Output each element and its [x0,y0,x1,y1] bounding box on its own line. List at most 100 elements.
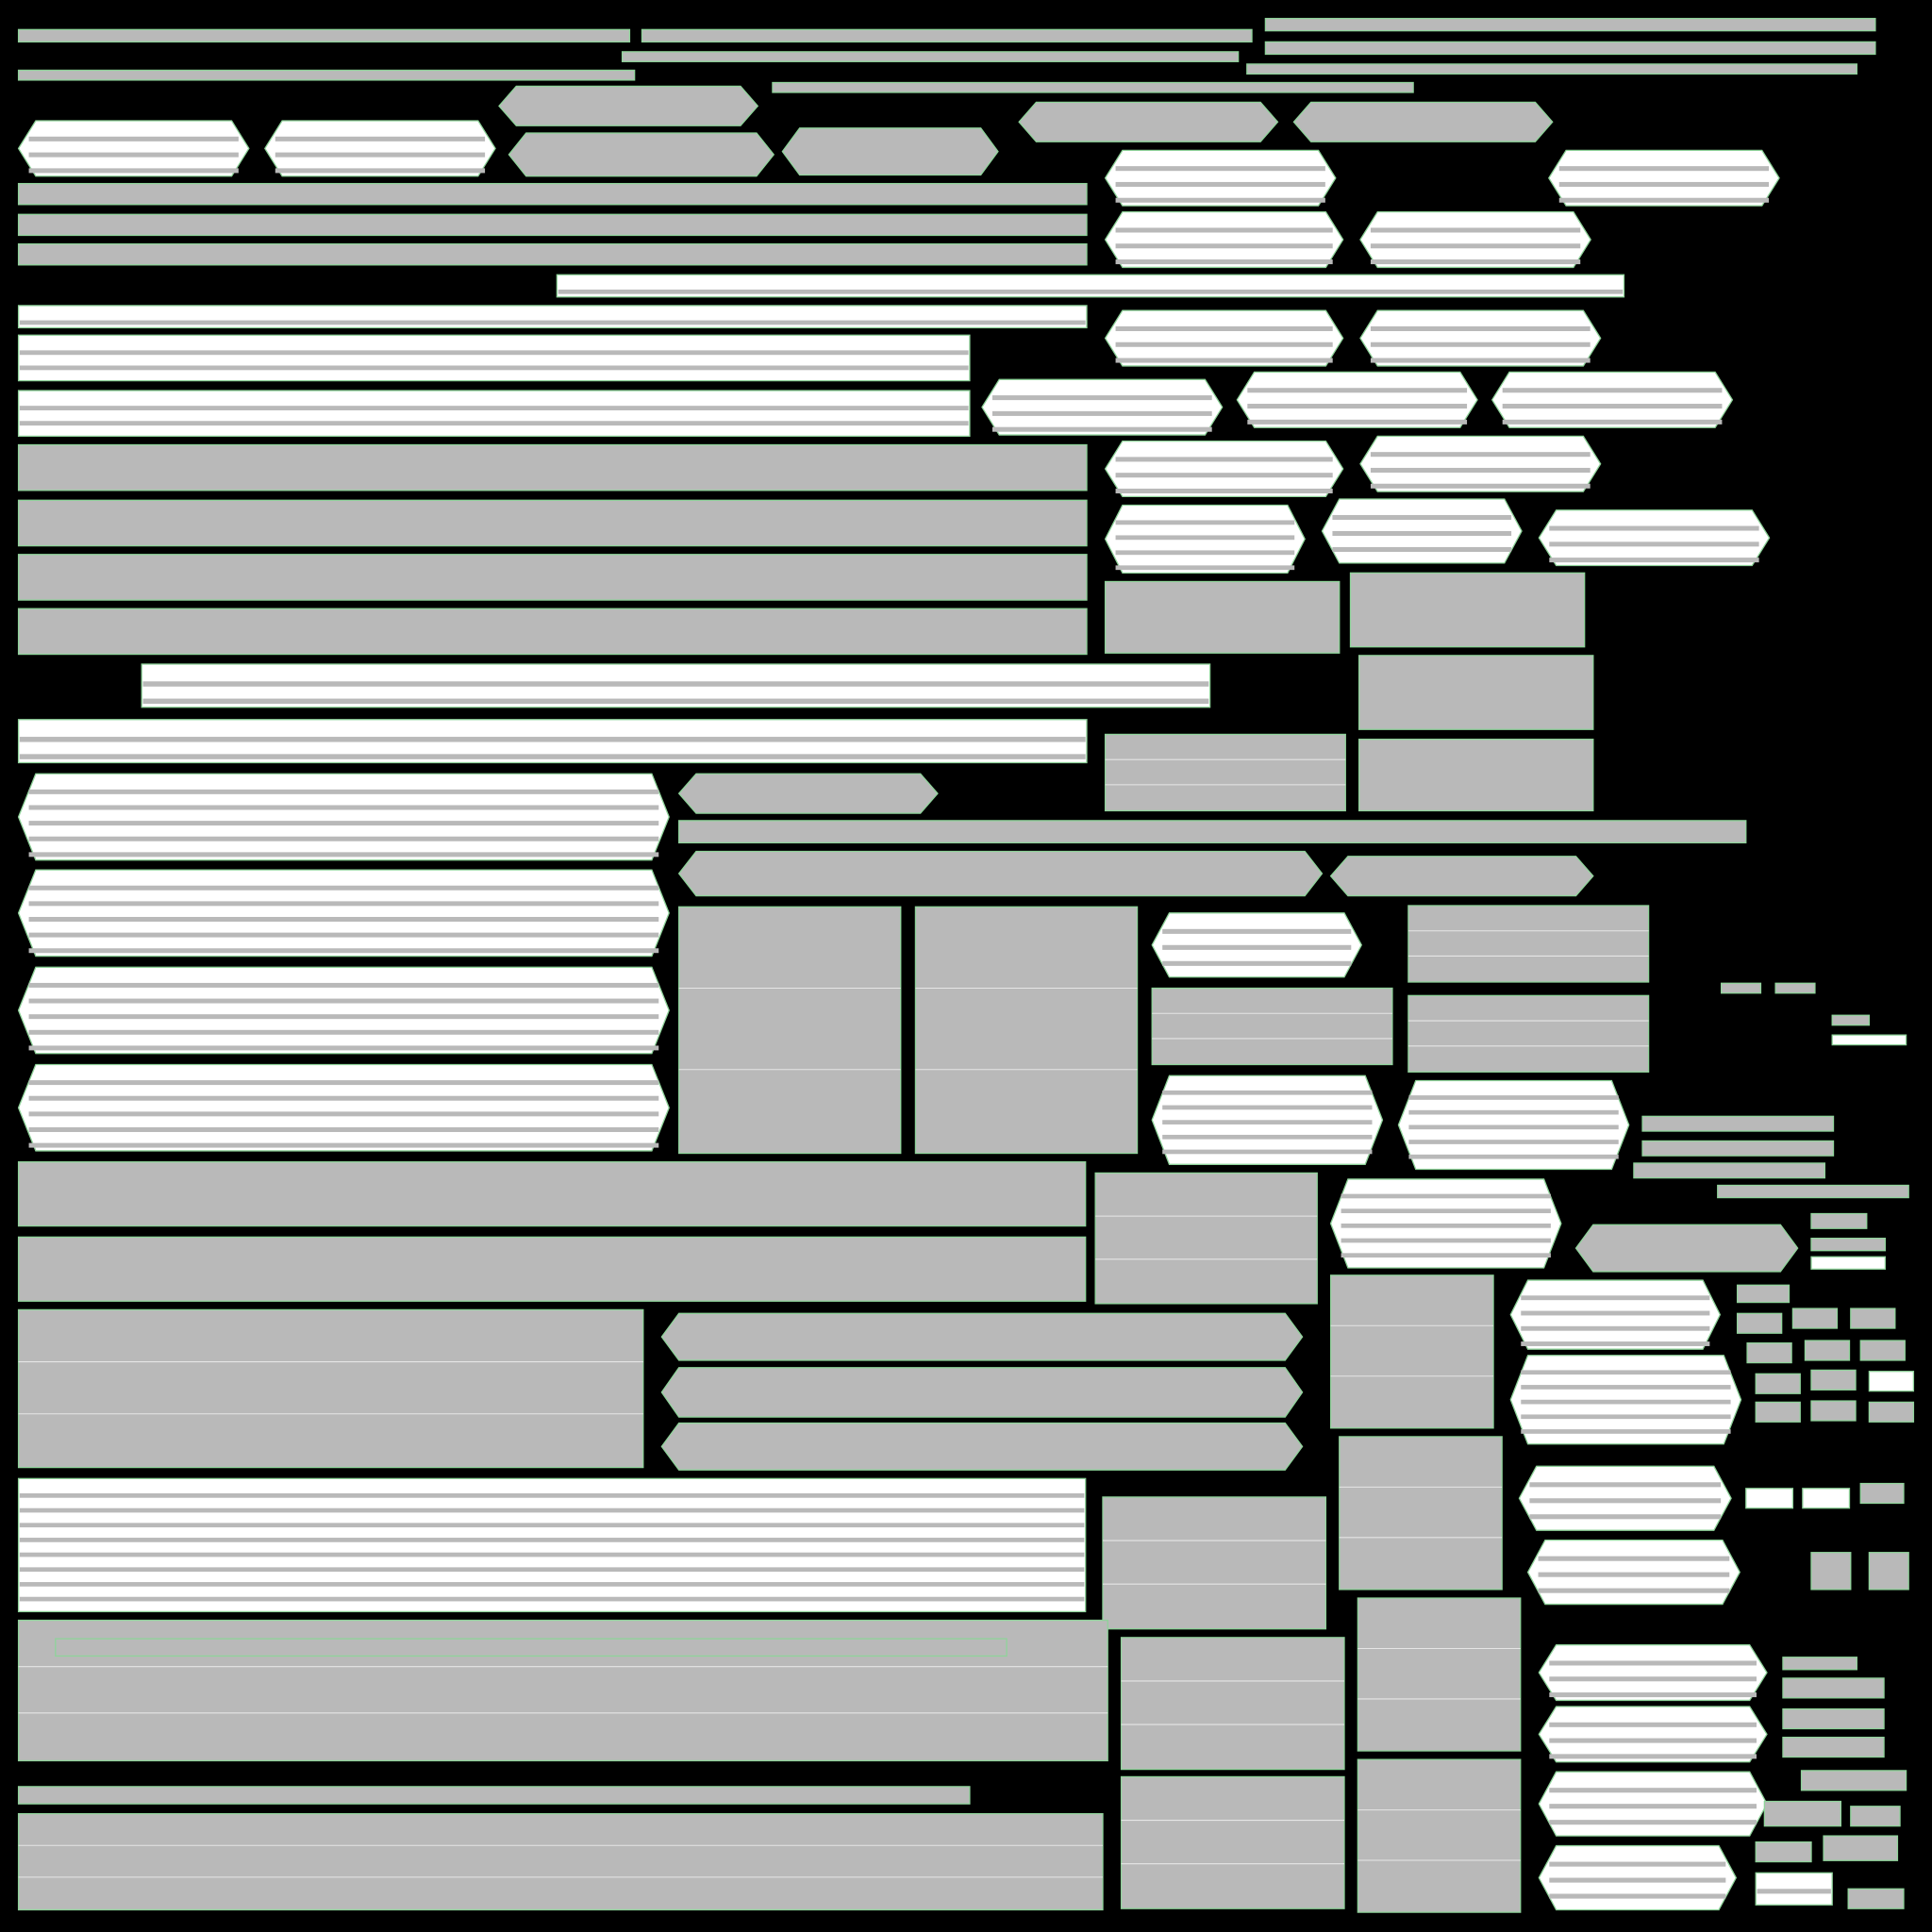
uv-island [1641,1115,1835,1132]
uv-wire-band [1549,558,1759,563]
uv-island [1782,1736,1885,1758]
uv-island [1339,1436,1503,1591]
uv-island [1329,856,1594,897]
uv-island [1868,1371,1915,1392]
uv-wire-band [28,852,659,858]
uv-island [1782,1707,1885,1730]
uv-island [1491,371,1734,428]
uv-island [1538,1844,1738,1911]
uv-island [17,1063,670,1152]
uv-wire-band [1370,467,1591,473]
uv-wire-band [1549,1893,1726,1899]
uv-wire-band [1115,473,1333,478]
uv-wire-band [1341,1223,1551,1228]
uv-island [781,127,999,176]
uv-island [1850,1307,1896,1329]
uv-wire-band [1115,550,1295,556]
uv-island [1802,1488,1851,1509]
uv-wire-band [1521,1399,1731,1405]
uv-wire-band [1521,1429,1731,1434]
uv-island [1292,101,1554,142]
uv-wire-band [275,152,486,158]
uv-wire-band [1521,1370,1731,1375]
uv-island [1102,1496,1327,1630]
uv-wire-band [19,1507,1085,1513]
uv-wire-band [1558,181,1770,187]
uv-island [981,378,1224,436]
uv-island [17,554,1088,601]
uv-wire-band [1558,166,1770,172]
uv-wire-band [1332,546,1512,553]
uv-wire-band [1115,243,1333,249]
uv-wire-band [1162,960,1352,966]
uv-island [264,120,496,177]
uv-wire-band [1757,1889,1831,1894]
uv-island [1755,1840,1812,1863]
uv-wire-band [1549,1877,1726,1883]
uv-island [1755,1373,1801,1394]
uv-wire-band [28,998,659,1004]
uv-island [1736,1284,1790,1304]
uv-island [17,773,670,861]
uv-wire-band [1115,535,1295,541]
uv-wire-band [1408,1124,1619,1130]
uv-island [1850,1806,1901,1827]
uv-island [1407,905,1650,983]
uv-island [1236,371,1478,428]
uv-wire-band [1502,404,1723,409]
uv-wire-band [19,1582,1085,1587]
uv-wire-band [1115,341,1333,347]
uv-island [1868,1401,1915,1423]
uv-wire-band [19,1493,1085,1498]
uv-island [1804,1340,1851,1361]
uv-wire-band [19,1538,1085,1542]
uv-island [1120,1775,1345,1909]
uv-wire-band [28,1111,659,1117]
uv-island [55,1638,1008,1657]
uv-wire-band [1332,514,1512,521]
uv-island [1810,1212,1868,1229]
uv-island [1823,1835,1899,1861]
uv-wire-band [28,885,659,891]
uv-wire-band [1370,483,1591,489]
uv-island [1745,1488,1794,1509]
uv-wire-band [1162,1149,1373,1155]
uv-island [1104,580,1341,654]
uv-island [1357,739,1594,812]
uv-wire-band [1529,1514,1722,1520]
uv-island [1329,1274,1494,1429]
uv-wire-band [1162,1134,1373,1140]
uv-island [1151,987,1393,1066]
uv-island [1264,41,1876,56]
uv-wire-band [1247,388,1468,393]
uv-island [1357,1758,1522,1913]
uv-wire-band [1162,1090,1373,1095]
uv-island [17,334,971,382]
uv-wire-band [19,421,969,426]
uv-wire-band [1370,358,1591,363]
uv-island [1104,309,1344,367]
uv-island [1548,149,1780,207]
uv-wire-band [558,289,1624,294]
uv-wire-band [1502,388,1723,393]
uv-wire-band [1408,1154,1619,1159]
uv-wire-band [991,426,1212,432]
uv-island [1397,1079,1630,1171]
uv-wire-band [19,320,1086,325]
uv-wire-band [1247,419,1468,425]
uv-island [1810,1256,1887,1270]
uv-island [1104,440,1344,498]
uv-wire-band [19,737,1086,742]
uv-wire-band [991,395,1212,401]
uv-island [678,906,902,1155]
uv-island [1094,1172,1318,1305]
uv-wire-band [1115,181,1325,187]
uv-wire-band [28,1045,659,1051]
uv-island [1782,1657,1857,1671]
uv-wire-band [1521,1414,1731,1420]
uv-island [1538,1706,1768,1763]
uv-island [1104,210,1344,269]
uv-wire-band [142,698,1209,705]
uv-island [1641,1140,1835,1157]
uv-island [1574,1224,1799,1273]
